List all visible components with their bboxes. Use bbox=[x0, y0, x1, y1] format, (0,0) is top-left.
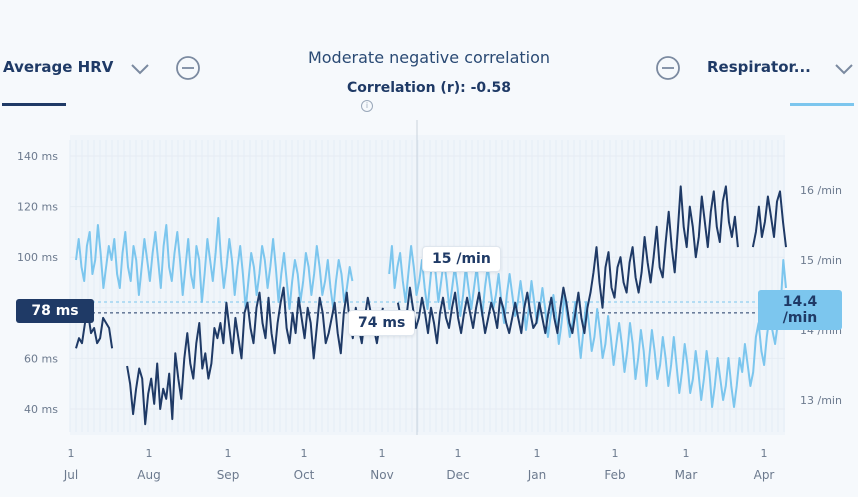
hrv-selector-underline bbox=[2, 103, 66, 106]
hrv-average-badge: 78 ms bbox=[16, 299, 94, 323]
respiratory-metric-selector[interactable]: Respirator... bbox=[707, 58, 811, 76]
plot-area bbox=[70, 135, 785, 435]
series-line-hrv bbox=[396, 185, 739, 345]
x-tick-month: Dec bbox=[446, 468, 469, 482]
x-tick-day: 1 bbox=[455, 447, 462, 460]
correlation-title: Moderate negative correlation bbox=[307, 48, 551, 67]
respiratory-average-badge: 14.4 /min bbox=[758, 290, 842, 330]
y-left-tick-label: 40 ms bbox=[24, 403, 58, 416]
x-tick-month: Mar bbox=[675, 468, 698, 482]
y-left-tick-label: 100 ms bbox=[17, 251, 58, 264]
minus-circle-icon[interactable] bbox=[656, 56, 680, 80]
x-tick-month: Jul bbox=[63, 468, 78, 482]
respiratory-selector-underline bbox=[790, 103, 854, 106]
tooltip-hrv-value: 74 ms bbox=[348, 310, 416, 336]
series-line-hrv bbox=[75, 311, 114, 349]
y-right-tick-label: 16 /min bbox=[800, 184, 842, 197]
correlation-value: Correlation (r): -0.58 bbox=[347, 80, 511, 96]
x-tick-day: 1 bbox=[683, 447, 690, 460]
x-tick-day: 1 bbox=[379, 447, 386, 460]
x-tick-month: Oct bbox=[294, 468, 315, 482]
y-right-tick-label: 15 /min bbox=[800, 254, 842, 267]
y-left-tick-label: 120 ms bbox=[17, 201, 58, 214]
y-right-tick-label: 13 /min bbox=[800, 394, 842, 407]
chevron-down-icon[interactable] bbox=[834, 62, 854, 76]
x-tick-month: Nov bbox=[370, 468, 393, 482]
series-line-respiratory bbox=[75, 217, 354, 310]
x-tick-day: 1 bbox=[225, 447, 232, 460]
y-left-tick-label: 140 ms bbox=[17, 150, 58, 163]
x-tick-day: 1 bbox=[146, 447, 153, 460]
series-line-hrv bbox=[126, 286, 384, 426]
chevron-down-icon[interactable] bbox=[130, 62, 150, 76]
x-tick-month: Aug bbox=[137, 468, 160, 482]
info-icon[interactable]: i bbox=[361, 100, 373, 112]
hrv-metric-selector[interactable]: Average HRV bbox=[3, 58, 114, 76]
x-tick-day: 1 bbox=[68, 447, 75, 460]
series-line-hrv bbox=[751, 190, 787, 248]
x-tick-month: Feb bbox=[604, 468, 625, 482]
x-tick-day: 1 bbox=[534, 447, 541, 460]
y-left-tick-label: 60 ms bbox=[24, 352, 58, 365]
x-tick-month: Jan bbox=[527, 468, 547, 482]
x-tick-month: Apr bbox=[754, 468, 775, 482]
tooltip-respiratory-value: 15 /min bbox=[422, 246, 501, 272]
x-tick-day: 1 bbox=[761, 447, 768, 460]
minus-circle-icon[interactable] bbox=[176, 56, 200, 80]
x-tick-month: Sep bbox=[217, 468, 240, 482]
x-tick-day: 1 bbox=[612, 447, 619, 460]
x-tick-day: 1 bbox=[301, 447, 308, 460]
